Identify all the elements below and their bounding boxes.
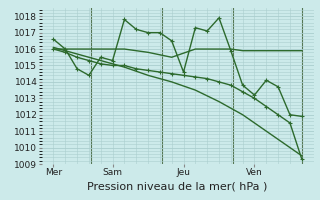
X-axis label: Pression niveau de la mer( hPa ): Pression niveau de la mer( hPa ) (87, 181, 268, 191)
